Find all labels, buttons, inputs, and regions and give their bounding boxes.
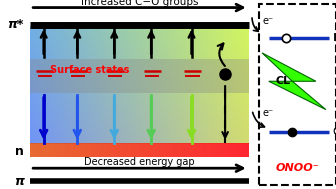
Text: π: π [14,175,24,188]
Text: O: O [333,127,336,137]
Text: Decreased energy gap: Decreased energy gap [84,157,195,167]
Polygon shape [262,53,326,110]
Bar [30,59,249,93]
Bar [259,4,336,185]
Text: e⁻: e⁻ [262,108,273,118]
Text: CL: CL [276,76,291,86]
Text: Surface states: Surface states [50,65,130,75]
Text: ONOO⁻: ONOO⁻ [276,163,319,173]
Text: R: R [333,33,336,43]
Text: e⁻: e⁻ [262,16,273,26]
Text: π*: π* [7,18,24,31]
Text: n: n [15,145,24,158]
Text: Increased C−O groups: Increased C−O groups [81,0,198,7]
